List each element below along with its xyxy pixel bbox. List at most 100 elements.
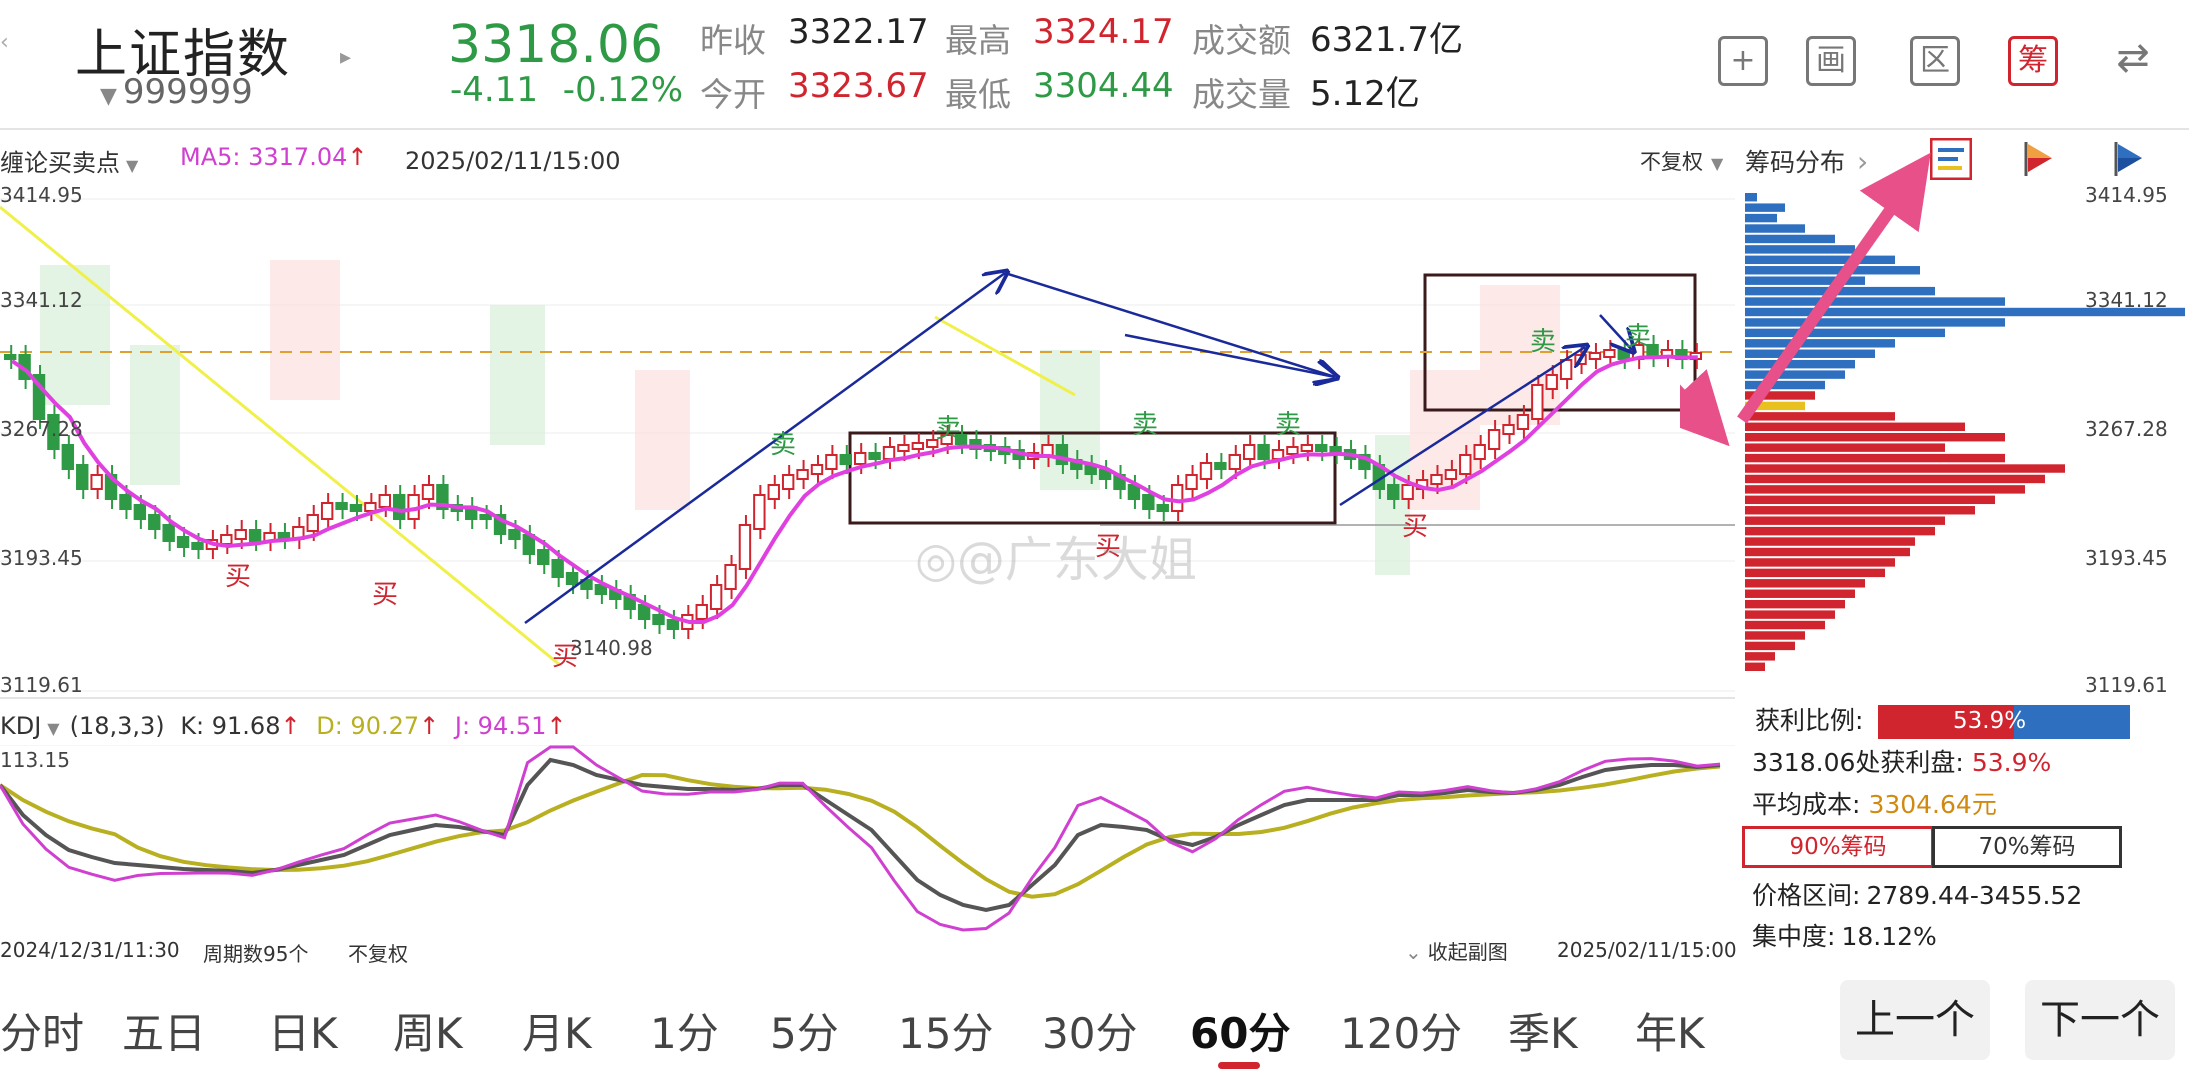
candle-body bbox=[954, 434, 968, 445]
candle-body bbox=[1257, 444, 1270, 460]
avg-cost: 平均成本: 3304.64元 bbox=[1752, 785, 1997, 821]
profit-at-label: 3318.06处获利盘: bbox=[1752, 748, 1964, 777]
buy-marker: 买 bbox=[1095, 532, 1121, 562]
tab-period[interactable]: 分时 bbox=[0, 1009, 85, 1058]
chip-bar bbox=[1745, 370, 1845, 379]
quote-label: 最高 bbox=[945, 21, 1011, 60]
kdj-top-label: 113.15 bbox=[0, 748, 70, 772]
candlestick-chart[interactable]: 买买买买买卖卖卖卖卖 卖3140.98 bbox=[0, 185, 1735, 695]
watermark: ◎@广东大姐 bbox=[915, 520, 1197, 590]
trend-arrow-blue bbox=[524, 273, 1005, 625]
tab-period[interactable]: 30分 bbox=[1042, 1009, 1138, 1058]
kdj-legend[interactable]: KDJ ▼ (18,3,3) K: 91.68↑ D: 90.27↑ J: 94.5… bbox=[0, 712, 567, 740]
draw-tool-icon[interactable]: 画 bbox=[1806, 36, 1856, 86]
tab-period[interactable]: 周K bbox=[393, 1009, 463, 1058]
tab-period[interactable]: 120分 bbox=[1340, 1009, 1463, 1058]
candle-body bbox=[392, 494, 406, 520]
kdj-chart[interactable] bbox=[0, 745, 1735, 940]
tab-period[interactable]: 五日 bbox=[122, 1009, 207, 1058]
candle-body bbox=[176, 536, 190, 548]
sell-marker: 卖 bbox=[1132, 410, 1158, 440]
chip-bar bbox=[1745, 610, 1835, 619]
price-change: -4.11 -0.12% bbox=[450, 70, 683, 110]
candle-body bbox=[1387, 484, 1400, 500]
kdj-footer-periods: 周期数95个 bbox=[203, 942, 309, 966]
chips-tool-icon[interactable]: 筹 bbox=[2008, 36, 2058, 86]
candle-body bbox=[753, 494, 766, 530]
k-up-arrow-icon: ↑ bbox=[280, 712, 301, 740]
shaded-zone bbox=[130, 345, 180, 485]
kdj-params: (18,3,3) bbox=[69, 712, 165, 740]
candle-body bbox=[1170, 484, 1184, 512]
shaded-zone bbox=[40, 265, 110, 405]
indicator-select[interactable]: 缠论买卖点 ▼ bbox=[0, 143, 138, 178]
tab-period[interactable]: 15分 bbox=[898, 1009, 994, 1058]
concentration: 集中度: 18.12% bbox=[1752, 917, 1937, 953]
chip-bar bbox=[1745, 224, 1805, 233]
tab-period[interactable]: 日K bbox=[268, 1009, 338, 1058]
shaded-zone bbox=[490, 305, 545, 445]
prev-button[interactable]: 上一个 bbox=[1840, 980, 1990, 1060]
candle-body bbox=[969, 439, 982, 450]
candle-body bbox=[537, 549, 550, 565]
chip-bar bbox=[1745, 276, 1865, 285]
candle-body bbox=[234, 529, 247, 540]
candle-body bbox=[162, 524, 175, 542]
tab-70-chips[interactable]: 70%筹码 bbox=[1932, 826, 2122, 868]
sell-marker: 卖 bbox=[1530, 327, 1556, 357]
pink-arrows-annotation bbox=[1680, 152, 1931, 447]
candle-body bbox=[709, 584, 723, 610]
shaded-zone bbox=[270, 260, 340, 400]
sell-marker: 卖 bbox=[935, 414, 961, 444]
quote-value: 3324.17 bbox=[1033, 12, 1174, 52]
chip-price-label: 3341.12 bbox=[2085, 288, 2168, 312]
chip-bar bbox=[1745, 495, 1995, 505]
chip-bars-icon[interactable] bbox=[1930, 138, 1972, 180]
tab-period[interactable]: 60分 bbox=[1190, 1009, 1291, 1058]
index-detail-arrow-icon[interactable]: ▸ bbox=[340, 45, 352, 70]
tab-90-chips[interactable]: 90%筹码 bbox=[1742, 826, 1934, 868]
code-dropdown-icon[interactable]: ▼ bbox=[100, 84, 117, 109]
tab-period[interactable]: 5分 bbox=[770, 1009, 839, 1058]
chip-bar bbox=[1745, 297, 2005, 306]
kdj-j: J: 94.51 bbox=[454, 712, 547, 740]
chip-bar bbox=[1745, 516, 1945, 525]
indicator-dropdown-icon[interactable]: ▼ bbox=[126, 156, 139, 175]
chip-flag-orange-icon[interactable] bbox=[2018, 138, 2058, 180]
header-divider bbox=[0, 128, 2189, 130]
chip-bar bbox=[1745, 266, 1920, 275]
tab-period[interactable]: 月K bbox=[522, 1009, 592, 1058]
candle-body bbox=[1516, 414, 1530, 430]
add-tool-icon[interactable]: + bbox=[1718, 36, 1768, 86]
ma5-up-arrow-icon: ↑ bbox=[347, 143, 368, 171]
chip-flag-blue-icon[interactable] bbox=[2108, 138, 2148, 180]
tab-period[interactable]: 季K bbox=[1508, 1009, 1578, 1058]
candle-body bbox=[810, 464, 824, 475]
profit-ratio-label: 获利比例: bbox=[1755, 706, 1864, 735]
collapse-label: 收起副图 bbox=[1427, 940, 1508, 964]
switch-tool-icon[interactable]: ⇄ bbox=[2116, 35, 2150, 81]
index-code[interactable]: ▼ 999999 bbox=[100, 72, 253, 112]
collapse-subchart-button[interactable]: ⌄ 收起副图 bbox=[1405, 936, 1508, 965]
chip-bar bbox=[1745, 245, 1855, 254]
range-tool-icon[interactable]: 区 bbox=[1910, 36, 1960, 86]
tab-period[interactable]: 1分 bbox=[650, 1009, 719, 1058]
avg-cost-label: 平均成本: bbox=[1752, 790, 1861, 819]
candle-body bbox=[1315, 444, 1328, 452]
chip-bar bbox=[1745, 391, 1815, 400]
ma5-line bbox=[11, 354, 1698, 624]
shaded-zone bbox=[635, 370, 690, 510]
consolidation-box bbox=[1423, 273, 1697, 412]
back-edge-icon[interactable]: ‹ bbox=[0, 30, 9, 55]
candle-body bbox=[825, 454, 838, 470]
kdj-dropdown-icon[interactable]: ▼ bbox=[47, 719, 60, 738]
profit-ratio-value: 53.9% bbox=[1953, 708, 2027, 734]
ma5-value: MA5: 3317.04 bbox=[180, 143, 348, 171]
candle-body bbox=[320, 502, 334, 520]
adjust-select[interactable]: 不复权 ▼ bbox=[1640, 146, 1723, 176]
candle-body bbox=[479, 514, 492, 520]
adjust-dropdown-icon[interactable]: ▼ bbox=[1711, 154, 1724, 173]
tab-period[interactable]: 年K bbox=[1635, 1009, 1705, 1058]
next-button[interactable]: 下一个 bbox=[2025, 980, 2175, 1060]
chip-bar bbox=[1745, 537, 1915, 546]
